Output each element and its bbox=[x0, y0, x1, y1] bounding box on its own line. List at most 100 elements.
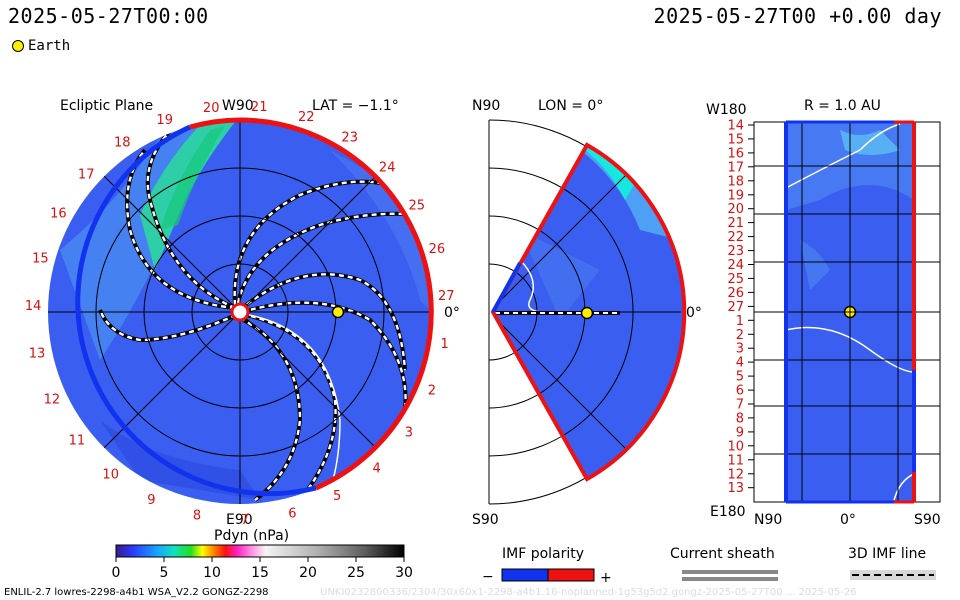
radial-day-4: 4 bbox=[736, 356, 744, 371]
ecliptic-day-25: 25 bbox=[409, 198, 426, 213]
label-w90: W90 bbox=[222, 98, 254, 114]
ecliptic-rim-negative bbox=[75, 124, 317, 497]
time-right: 2025-05-27T00 +0.00 day bbox=[653, 4, 942, 28]
earth-legend-label: Earth bbox=[28, 38, 71, 54]
radial-day-23: 23 bbox=[727, 244, 744, 259]
ecliptic-day-22: 22 bbox=[298, 110, 315, 125]
imf-positive-swatch bbox=[547, 568, 595, 582]
radial-day-6: 6 bbox=[736, 384, 744, 399]
ecliptic-day-2: 2 bbox=[428, 384, 436, 399]
radial-day-numbers: 1415161718192021222324252627123456789101… bbox=[727, 119, 744, 497]
earth-marker-icon bbox=[12, 40, 24, 52]
label-n90: N90 bbox=[472, 98, 500, 114]
ecliptic-day-9: 9 bbox=[147, 493, 155, 508]
colorbar-tick-20: 20 bbox=[299, 565, 317, 581]
colorbar: Pdyn (nPa) 0 5 10 15 20 25 30 bbox=[112, 528, 413, 581]
meridian-lon: LON = 0° bbox=[538, 98, 603, 114]
ecliptic-day-8: 8 bbox=[193, 509, 201, 524]
radial-day-15: 15 bbox=[727, 132, 744, 147]
colorbar-tick-0: 0 bbox=[112, 565, 121, 581]
ecliptic-panel: Ecliptic Plane LAT = −1.1° W90 E90 0° 20… bbox=[25, 98, 460, 528]
radial-day-13: 13 bbox=[727, 481, 744, 496]
radial-day-18: 18 bbox=[727, 174, 744, 189]
radial-day-16: 16 bbox=[727, 146, 744, 161]
radial-day-14: 14 bbox=[727, 119, 744, 134]
ecliptic-day-17: 17 bbox=[78, 168, 95, 183]
radial-day-24: 24 bbox=[727, 258, 744, 273]
sun-icon bbox=[230, 302, 250, 322]
colorbar-scale bbox=[115, 544, 405, 558]
radial-day-10: 10 bbox=[727, 439, 744, 454]
imf3d-legend: 3D IMF line bbox=[848, 546, 936, 580]
ecliptic-day-13: 13 bbox=[29, 347, 46, 362]
ecliptic-day-11: 11 bbox=[69, 433, 86, 448]
colorbar-tick-15: 15 bbox=[251, 565, 269, 581]
ecliptic-day-10: 10 bbox=[102, 468, 119, 483]
radial-day-25: 25 bbox=[727, 272, 744, 287]
radial-day-12: 12 bbox=[727, 467, 744, 482]
label-zero: 0° bbox=[444, 305, 460, 321]
radial-day-7: 7 bbox=[736, 398, 744, 413]
colorbar-label: Pdyn (nPa) bbox=[214, 528, 289, 544]
ecliptic-day-26: 26 bbox=[429, 242, 446, 257]
meridian-zero: 0° bbox=[686, 305, 702, 321]
radial-day-27: 27 bbox=[727, 300, 744, 315]
ecliptic-day-12: 12 bbox=[44, 392, 61, 407]
earth-icon bbox=[331, 305, 345, 319]
earth-legend: Earth bbox=[12, 38, 70, 54]
radial-zero: 0° bbox=[840, 512, 856, 528]
ecliptic-day-18: 18 bbox=[114, 136, 131, 151]
ecliptic-lat: LAT = −1.1° bbox=[312, 98, 399, 114]
radial-day-1: 1 bbox=[736, 314, 744, 329]
ecliptic-day-19: 19 bbox=[156, 113, 173, 128]
radial-n90: N90 bbox=[754, 512, 782, 528]
radial-day-8: 8 bbox=[736, 411, 744, 426]
ecliptic-day-24: 24 bbox=[379, 161, 396, 176]
radial-day-9: 9 bbox=[736, 425, 744, 440]
footer-faint: UNKI0232800336/2304/30x60x1-2298-a4b1.16… bbox=[320, 587, 857, 598]
ecliptic-day-7: 7 bbox=[241, 513, 249, 528]
radial-day-17: 17 bbox=[727, 160, 744, 175]
imf-plus: + bbox=[600, 570, 612, 586]
current-sheath-legend: Current sheath bbox=[670, 546, 778, 581]
imf-negative-swatch bbox=[501, 568, 549, 582]
radial-r: R = 1.0 AU bbox=[804, 98, 881, 114]
ecliptic-day-4: 4 bbox=[373, 461, 381, 476]
ecliptic-day-27: 27 bbox=[438, 289, 455, 304]
ecliptic-day-3: 3 bbox=[405, 426, 413, 441]
ecliptic-day-numbers: 20 21222324252627123456789101112131415161… bbox=[25, 100, 455, 528]
time-left: 2025-05-27T00:00 bbox=[8, 4, 209, 28]
ecliptic-day-20: 20 bbox=[203, 101, 220, 116]
label-s90: S90 bbox=[472, 512, 499, 528]
colorbar-tick-10: 10 bbox=[203, 565, 221, 581]
meridian-panel: N90 LON = 0° S90 0° bbox=[472, 98, 702, 528]
ecliptic-rim-positive bbox=[239, 117, 434, 491]
radial-day-20: 20 bbox=[727, 202, 744, 217]
imf-minus: − bbox=[482, 569, 494, 585]
earth-icon bbox=[580, 306, 594, 320]
ecliptic-day-16: 16 bbox=[50, 207, 67, 222]
radial-day-19: 19 bbox=[727, 188, 744, 203]
ecliptic-title: Ecliptic Plane bbox=[60, 98, 153, 114]
radial-day-21: 21 bbox=[727, 216, 744, 231]
radial-panel: W180 R = 1.0 AU E180 N90 0° S90 14151617… bbox=[706, 98, 941, 528]
ecliptic-day-23: 23 bbox=[341, 131, 358, 146]
ecliptic-day-15: 15 bbox=[32, 251, 49, 266]
imf-polarity-legend: IMF polarity − + bbox=[482, 546, 612, 586]
imf-polarity-label: IMF polarity bbox=[502, 546, 584, 562]
footer-info: ENLIL-2.7 lowres-2298-a4b1 WSA_V2.2 GONG… bbox=[4, 587, 269, 598]
colorbar-tick-25: 25 bbox=[347, 565, 365, 581]
label-e90: E90 bbox=[226, 512, 253, 528]
ecliptic-day-21: 21 bbox=[251, 100, 268, 115]
current-sheath-label: Current sheath bbox=[670, 546, 775, 562]
imf3d-label: 3D IMF line bbox=[848, 546, 926, 562]
ecliptic-day-14: 14 bbox=[25, 299, 42, 314]
colorbar-tick-30: 30 bbox=[395, 565, 413, 581]
radial-day-3: 3 bbox=[736, 342, 744, 357]
radial-day-26: 26 bbox=[727, 286, 744, 301]
radial-s90: S90 bbox=[914, 512, 941, 528]
imf3d-swatch bbox=[850, 570, 936, 580]
radial-day-22: 22 bbox=[727, 230, 744, 245]
ecliptic-day-1: 1 bbox=[440, 337, 448, 352]
